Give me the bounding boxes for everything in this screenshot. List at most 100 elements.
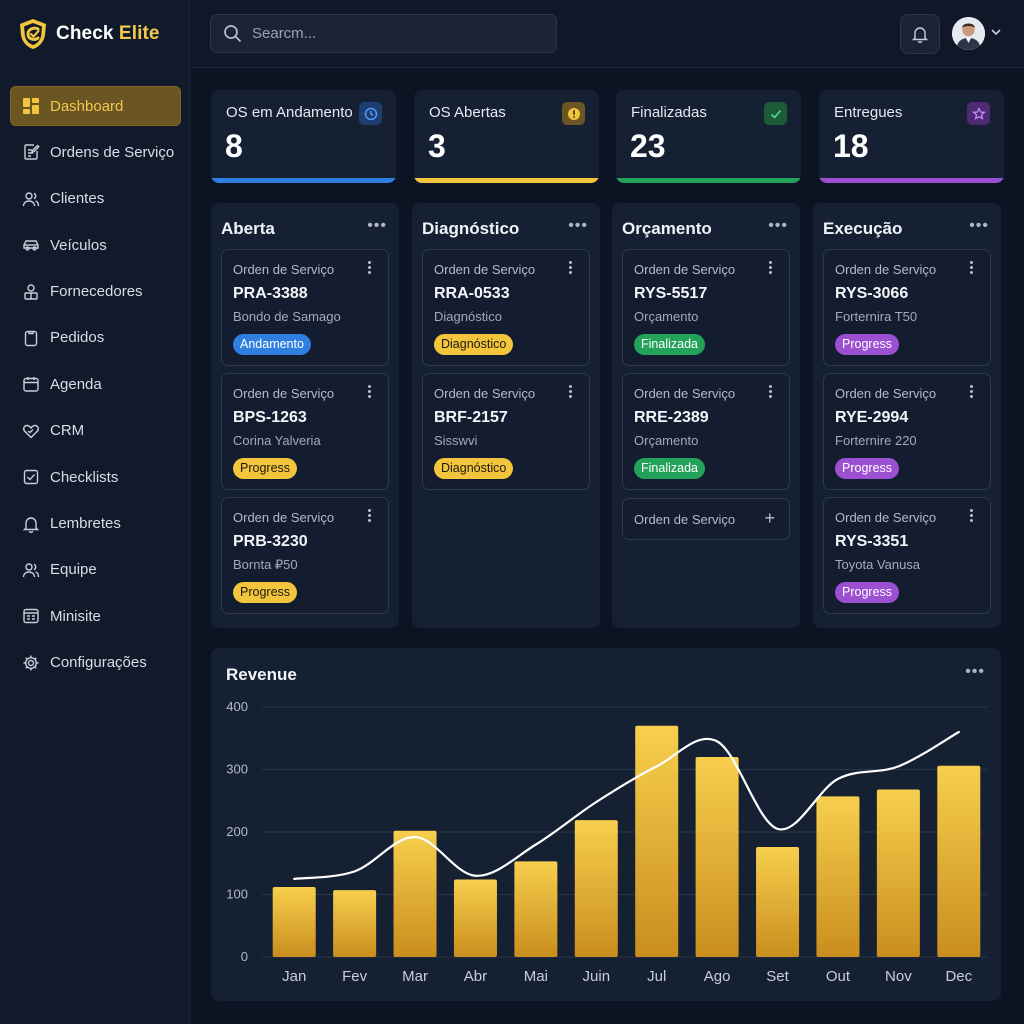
service-order-card[interactable]: Orden de Serviço RYS-3351 Toyota Vanusa … <box>823 497 991 614</box>
gear-icon <box>23 655 39 671</box>
kebab-menu-icon[interactable] <box>567 261 573 276</box>
service-order-card[interactable]: Orden de Serviço BPS-1263 Corina Yalveri… <box>221 373 389 490</box>
card-subtitle: Sisswvi <box>434 433 478 448</box>
card-code: RYS-5517 <box>634 285 708 302</box>
service-order-card[interactable]: Orden de Serviço RRE-2389 Orçamento Fina… <box>622 373 790 490</box>
add-card-button[interactable]: Orden de Serviço + <box>622 498 790 540</box>
card-subtitle: Orçamento <box>634 433 699 448</box>
status-badge: Finalizada <box>634 334 705 355</box>
sidebar-item-crm[interactable]: CRM <box>10 411 181 451</box>
bar-mai <box>514 861 558 957</box>
x-tick-label: Set <box>766 968 789 985</box>
bell-icon <box>22 516 40 533</box>
sidebar-item-dashboard[interactable]: Dashboard <box>10 86 181 126</box>
column-title: Execução <box>823 219 903 238</box>
search-icon <box>224 25 241 42</box>
sidebar-item-label: Configurações <box>50 654 147 672</box>
card-code: BPS-1263 <box>233 409 307 426</box>
search-box[interactable] <box>210 14 557 53</box>
sidebar-item-agenda[interactable]: Agenda <box>10 364 181 404</box>
service-order-card[interactable]: Orden de Serviço RYS-5517 Orçamento Fina… <box>622 249 790 366</box>
kebab-menu-icon[interactable] <box>366 261 372 276</box>
status-badge: Finalizada <box>634 458 705 479</box>
revenue-chart-card: Revenue ••• 0 100 200 300 400 Jan Fev Mar Abr Mai… <box>211 648 1001 1001</box>
stat-accent-bar <box>616 178 801 183</box>
more-options-icon[interactable]: ••• <box>568 217 588 234</box>
kebab-menu-icon[interactable] <box>968 261 974 276</box>
card-subtitle: Diagnóstico <box>434 309 502 324</box>
sidebar-item-equipe[interactable]: Equipe <box>10 550 181 590</box>
brand-logo[interactable]: Check Elite <box>18 16 160 52</box>
chevron-down-icon[interactable] <box>990 26 1002 38</box>
sidebar-item-veiculos[interactable]: Veículos <box>10 225 181 265</box>
more-options-icon[interactable]: ••• <box>965 663 985 680</box>
service-order-card[interactable]: Orden de Serviço RYS-3066 Forternira T50… <box>823 249 991 366</box>
bar-set <box>756 847 800 957</box>
stat-card-entregues[interactable]: Entregues 18 <box>819 90 1004 183</box>
stat-label: OS Abertas <box>429 104 506 121</box>
service-order-card[interactable]: Orden de Serviço PRB-3230 Bornta ₽50 Pro… <box>221 497 389 614</box>
card-kind: Orden de Serviço <box>233 510 335 525</box>
clipboard-icon <box>24 330 38 347</box>
sidebar-item-label: Agenda <box>50 375 102 393</box>
card-kind: Orden de Serviço <box>835 386 937 401</box>
card-subtitle: Bornta ₽50 <box>233 557 298 572</box>
clock-icon <box>359 102 382 125</box>
stat-label: Entregues <box>834 104 903 121</box>
sidebar-item-lembretes[interactable]: Lembretes <box>10 504 181 544</box>
service-order-card[interactable]: Orden de Serviço RYE-2994 Forternire 220… <box>823 373 991 490</box>
status-badge: Progress <box>835 334 900 355</box>
x-tick-label: Juin <box>583 968 611 985</box>
stat-card-os-em-andamento[interactable]: OS em Andamento 8 <box>211 90 396 183</box>
bar-mar <box>393 830 437 957</box>
stat-accent-bar <box>819 178 1004 183</box>
x-tick-label: Mai <box>524 968 548 985</box>
avatar[interactable] <box>952 17 985 50</box>
search-input[interactable] <box>252 25 532 42</box>
sidebar-item-ordens-de-servico[interactable]: Ordens de Serviço <box>10 132 181 172</box>
x-tick-label: Jul <box>647 968 666 985</box>
sidebar-item-minisite[interactable]: Minisite <box>10 596 181 636</box>
grid-icon <box>23 98 39 114</box>
card-kind: Orden de Serviço <box>434 262 536 277</box>
more-options-icon[interactable]: ••• <box>969 217 989 234</box>
kanban-column-execucao: Execução ••• Orden de Serviço RYS-3066 F… <box>813 203 1001 628</box>
top-header <box>190 0 1024 68</box>
check-icon <box>764 102 787 125</box>
card-kind: Orden de Serviço <box>634 386 736 401</box>
sidebar-item-fornecedores[interactable]: Fornecedores <box>10 272 181 312</box>
stat-card-os-abertas[interactable]: OS Abertas 3 <box>414 90 599 183</box>
x-tick-label: Mar <box>402 968 428 985</box>
more-options-icon[interactable]: ••• <box>367 217 387 234</box>
stat-accent-bar <box>211 178 396 183</box>
service-order-card[interactable]: Orden de Serviço BRF-2157 Sisswvi Diagnó… <box>422 373 590 490</box>
sidebar-item-label: Dashboard <box>50 97 124 115</box>
stat-accent-bar <box>414 178 599 183</box>
service-order-card[interactable]: Orden de Serviço RRA-0533 Diagnóstico Di… <box>422 249 590 366</box>
kebab-menu-icon[interactable] <box>366 509 372 524</box>
sidebar-item-configuracoes[interactable]: Configurações <box>10 643 181 683</box>
notifications-button[interactable] <box>900 14 940 54</box>
more-options-icon[interactable]: ••• <box>768 217 788 234</box>
status-badge: Diagnóstico <box>434 458 514 479</box>
stat-label: OS em Andamento <box>226 104 353 121</box>
kebab-menu-icon[interactable] <box>968 385 974 400</box>
card-code: RRE-2389 <box>634 409 709 426</box>
sidebar-item-clientes[interactable]: Clientes <box>10 179 181 219</box>
bar-abr <box>453 879 497 957</box>
x-tick-label: Dec <box>945 968 972 985</box>
plus-icon: + <box>764 508 775 528</box>
kebab-menu-icon[interactable] <box>567 385 573 400</box>
kebab-menu-icon[interactable] <box>767 385 773 400</box>
card-code: PRB-3230 <box>233 533 308 550</box>
stat-card-finalizadas[interactable]: Finalizadas 23 <box>616 90 801 183</box>
card-subtitle: Bondo de Samago <box>233 309 341 324</box>
y-tick-label: 300 <box>226 762 248 777</box>
sidebar-item-pedidos[interactable]: Pedidos <box>10 318 181 358</box>
sidebar-item-checklists[interactable]: Checklists <box>10 457 181 497</box>
card-subtitle: Forternira T50 <box>835 309 918 324</box>
kebab-menu-icon[interactable] <box>366 385 372 400</box>
service-order-card[interactable]: Orden de Serviço PRA-3388 Bondo de Samag… <box>221 249 389 366</box>
kebab-menu-icon[interactable] <box>767 261 773 276</box>
kebab-menu-icon[interactable] <box>968 509 974 524</box>
